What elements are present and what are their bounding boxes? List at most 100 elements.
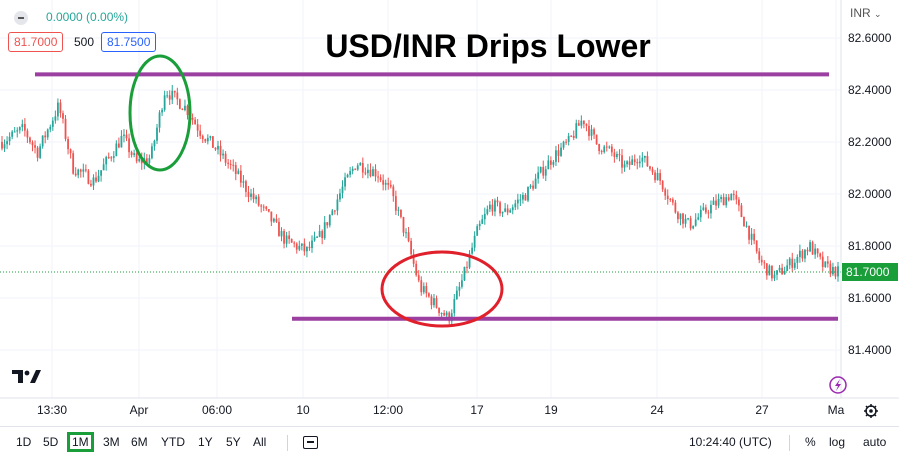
candle-body xyxy=(331,210,334,216)
candle-body xyxy=(39,146,42,158)
bid-price[interactable]: 81.7000 xyxy=(8,32,64,52)
currency-selector[interactable]: INR ⌄ xyxy=(850,6,882,20)
candle-body xyxy=(278,221,280,237)
spread-value: 500 xyxy=(74,35,95,49)
candle-body xyxy=(400,209,402,217)
candle-body xyxy=(585,124,588,126)
candle-body xyxy=(666,195,669,199)
price-axis[interactable]: 82.6000 82.4000 82.2000 82.0000 81.8000 81.60… xyxy=(848,31,892,357)
candle-body xyxy=(549,160,552,165)
candle-body xyxy=(712,200,715,205)
timeframe-6m[interactable]: 6M xyxy=(131,435,148,449)
candle-body xyxy=(570,135,573,137)
candle-body xyxy=(509,210,512,213)
tradingview-logo[interactable] xyxy=(12,370,41,383)
clock-time[interactable]: 10:24:40 (UTC) xyxy=(689,435,772,449)
timeframe-ytd[interactable]: YTD xyxy=(161,435,185,449)
candle-body xyxy=(412,254,415,264)
divider xyxy=(789,435,790,451)
candle-body xyxy=(318,231,321,237)
y-tick-label: 81.4000 xyxy=(848,343,892,357)
candle-body xyxy=(801,250,804,259)
candle-body xyxy=(54,116,57,121)
chart-grid xyxy=(0,0,841,398)
candle-body xyxy=(82,169,85,172)
candle-body xyxy=(405,232,407,234)
candle-body xyxy=(649,166,651,169)
candle-body xyxy=(496,200,499,203)
candle-body xyxy=(359,162,362,166)
candle-body xyxy=(26,130,29,138)
candle-body xyxy=(158,112,161,128)
candle-body xyxy=(707,212,710,214)
candle-body xyxy=(201,135,204,140)
chevron-down-icon: ⌄ xyxy=(874,9,882,19)
time-axis[interactable]: 13:30 Apr 06:00 10 12:00 17 19 24 27 Ma xyxy=(37,403,845,417)
candle-body xyxy=(110,157,113,159)
timeframe-all[interactable]: All xyxy=(253,435,267,449)
candle-body xyxy=(107,156,110,158)
candle-body xyxy=(105,156,108,165)
x-tick-label: 19 xyxy=(544,403,558,417)
candle-body xyxy=(697,217,700,220)
lightning-icon[interactable] xyxy=(829,376,847,394)
candle-body xyxy=(468,253,471,268)
candle-body xyxy=(288,235,291,240)
candle-body xyxy=(582,120,585,125)
candle-body xyxy=(339,193,341,200)
candle-body xyxy=(79,169,82,172)
candle-body xyxy=(763,262,766,264)
candle-body xyxy=(527,187,529,201)
timeframe-5y[interactable]: 5Y xyxy=(226,435,241,449)
candle-body xyxy=(140,158,143,164)
timeframe-1m[interactable]: 1M xyxy=(67,432,94,452)
candle-body xyxy=(684,218,687,224)
candle-body xyxy=(557,150,560,156)
candle-body xyxy=(92,177,95,186)
candle-body xyxy=(178,99,181,109)
log-toggle[interactable]: log xyxy=(829,435,846,449)
candle-body xyxy=(163,95,166,110)
price-chart[interactable]: USD/INR Drips Lower 82.6000 82.4000 82.200… xyxy=(0,0,899,426)
candle-body xyxy=(689,218,692,229)
x-tick-label: 24 xyxy=(650,403,664,417)
candle-body xyxy=(610,146,613,153)
candle-body xyxy=(704,207,707,213)
date-range-icon[interactable] xyxy=(303,436,318,449)
candle-body xyxy=(516,199,519,204)
candle-body xyxy=(181,108,184,111)
candle-body xyxy=(600,151,603,153)
candle-body xyxy=(64,118,67,139)
candle-body xyxy=(290,239,293,243)
candle-body xyxy=(727,197,730,201)
candle-body xyxy=(265,206,268,210)
candle-body xyxy=(377,176,379,178)
candle-body xyxy=(837,266,839,277)
candle-body xyxy=(636,162,639,164)
settings-gear-icon[interactable] xyxy=(864,404,878,418)
candle-body xyxy=(199,130,202,136)
candle-body xyxy=(773,274,776,279)
candle-body xyxy=(547,160,550,170)
candle-body xyxy=(641,157,644,162)
candle-body xyxy=(811,242,814,255)
timeframe-5d[interactable]: 5D xyxy=(43,435,59,449)
candle-body xyxy=(646,156,649,167)
candle-body xyxy=(214,147,217,150)
candle-body xyxy=(260,205,263,207)
candle-body xyxy=(394,196,397,211)
candle-body xyxy=(682,213,684,224)
collapse-icon[interactable] xyxy=(14,11,28,25)
candle-body xyxy=(466,266,468,268)
candle-body xyxy=(272,218,275,222)
candle-body xyxy=(84,169,87,171)
percent-toggle[interactable]: % xyxy=(805,435,816,449)
ask-price[interactable]: 81.7500 xyxy=(101,32,157,52)
auto-toggle[interactable]: auto xyxy=(863,435,887,449)
timeframe-3m[interactable]: 3M xyxy=(103,435,120,449)
candle-body xyxy=(654,172,656,181)
candle-body xyxy=(333,210,336,212)
timeframe-1y[interactable]: 1Y xyxy=(198,435,213,449)
timeframe-1d[interactable]: 1D xyxy=(16,435,32,449)
candle-body xyxy=(793,262,796,268)
